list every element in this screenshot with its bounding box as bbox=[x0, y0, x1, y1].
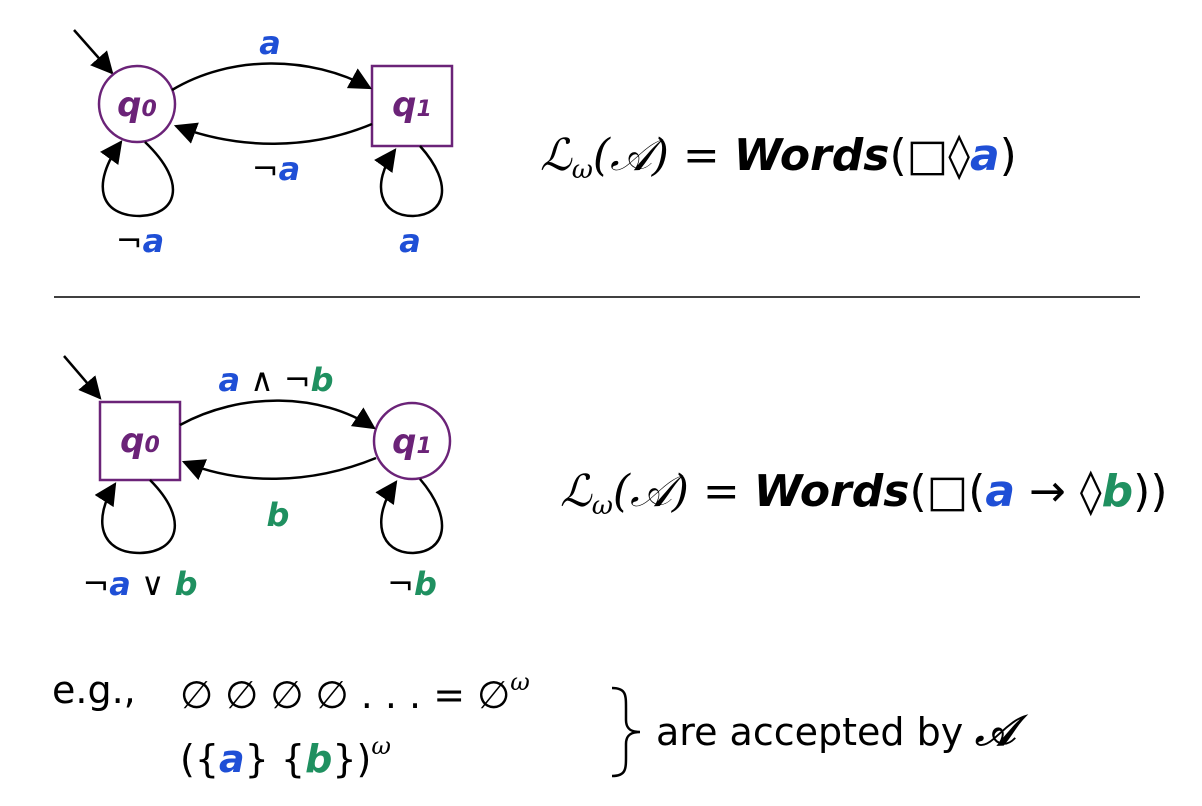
example-suffix-text: are accepted by bbox=[656, 710, 976, 754]
edge-label-token: b bbox=[267, 496, 290, 534]
edge-label-loop-q0: ¬a bbox=[116, 222, 164, 260]
example-line-2-mid: } { bbox=[244, 737, 306, 781]
formula-open: (□◊ bbox=[889, 130, 970, 181]
formula-L: ℒ bbox=[540, 130, 572, 181]
edge-label-token: a bbox=[109, 565, 131, 603]
automaton-1: q0 q1 a ¬a ¬a a bbox=[73, 24, 454, 260]
example-line-1-text: ∅ ∅ ∅ ∅ . . . = ∅ bbox=[180, 673, 511, 717]
state-q0-label: q0 bbox=[120, 421, 160, 461]
automaton-2: q0 q1 a ∧ ¬b b ¬a ∨ b ¬b bbox=[63, 355, 452, 603]
edge-label-token: ∨ bbox=[131, 565, 175, 603]
formula-1: ℒω(𝒜) = Words(□◊a) bbox=[540, 130, 1017, 185]
state-q1-label: q1 bbox=[392, 422, 432, 462]
edge-label-q0-q1: a ∧ ¬b bbox=[218, 361, 333, 399]
formula-prop-a: a bbox=[969, 130, 1000, 181]
right-brace bbox=[611, 686, 641, 778]
loop-q1 bbox=[375, 478, 444, 555]
formula-2: ℒω(𝒜) = Words(□(a → ◊b)) bbox=[560, 466, 1168, 521]
example-line-2-open: ({ bbox=[180, 737, 220, 781]
edge-label-token: ¬ bbox=[387, 565, 414, 603]
loop-q0 bbox=[100, 140, 175, 218]
formula-words: Words bbox=[733, 130, 890, 181]
edge-label-token: a bbox=[279, 150, 301, 188]
loop-q0 bbox=[94, 479, 177, 555]
formula-L: ℒ bbox=[560, 466, 592, 517]
edge-q0-q1 bbox=[179, 399, 376, 430]
formula-arrow: → ◊ bbox=[1015, 466, 1102, 517]
state-q0-circle bbox=[97, 64, 177, 144]
edge-label-token: a bbox=[259, 24, 281, 62]
edge-label-token: ∧ ¬ bbox=[240, 361, 311, 399]
formula-lhs: (𝒜) = bbox=[592, 130, 734, 181]
edge-label-q1-q0: ¬a bbox=[252, 150, 300, 188]
example-suffix: are accepted by 𝒜 bbox=[656, 706, 1015, 756]
edge-label-token: a bbox=[218, 361, 240, 399]
edge-label-token: ¬ bbox=[116, 222, 143, 260]
example-line-1-sup: ω bbox=[510, 668, 530, 696]
edge-label-loop-q0: ¬a ∨ b bbox=[82, 565, 197, 603]
example-prop-b: b bbox=[305, 737, 333, 781]
formula-prop-b: b bbox=[1101, 466, 1134, 517]
example-prop-a: a bbox=[219, 737, 245, 781]
state-q1-label: q1 bbox=[392, 85, 432, 125]
edge-q0-q1 bbox=[171, 62, 372, 92]
edge-label-token: b bbox=[414, 565, 437, 603]
example-line-1: ∅ ∅ ∅ ∅ . . . = ∅ω bbox=[180, 668, 530, 717]
edge-label-token: b bbox=[311, 361, 334, 399]
edge-label-token: b bbox=[175, 565, 198, 603]
initial-arrow bbox=[73, 29, 114, 75]
edge-label-q0-q1: a bbox=[259, 24, 281, 62]
initial-arrow bbox=[63, 355, 102, 400]
state-q0-square bbox=[98, 400, 182, 482]
formula-close: ) bbox=[999, 130, 1017, 181]
edge-label-loop-q1: a bbox=[399, 222, 421, 260]
example-line-2: ({a} {b})ω bbox=[180, 732, 391, 781]
formula-words: Words bbox=[753, 466, 910, 517]
loop-q1 bbox=[374, 145, 444, 218]
edge-q1-q0 bbox=[181, 456, 377, 481]
example-suffix-A: 𝒜 bbox=[975, 706, 1016, 755]
example-prefix: e.g., bbox=[52, 668, 136, 712]
edge-label-token: ¬ bbox=[252, 150, 279, 188]
edge-label-token: ¬ bbox=[82, 565, 109, 603]
state-q1-square bbox=[370, 64, 454, 148]
example-line-2-sup: ω bbox=[371, 732, 391, 760]
edge-q1-q0 bbox=[173, 122, 373, 145]
edge-label-loop-q1: ¬b bbox=[387, 565, 437, 603]
formula-close: )) bbox=[1133, 466, 1168, 517]
edge-label-q1-q0: b bbox=[267, 496, 290, 534]
formula-open: (□( bbox=[909, 466, 986, 517]
formula-lhs: (𝒜) = bbox=[612, 466, 754, 517]
formula-sub: ω bbox=[591, 491, 613, 521]
example-line-2-close: }) bbox=[332, 737, 372, 781]
edge-label-token: a bbox=[143, 222, 165, 260]
state-q1-circle bbox=[372, 401, 452, 481]
state-q0-label: q0 bbox=[117, 85, 157, 125]
formula-prop-a: a bbox=[985, 466, 1016, 517]
edge-label-token: a bbox=[399, 222, 421, 260]
formula-sub: ω bbox=[571, 155, 593, 185]
